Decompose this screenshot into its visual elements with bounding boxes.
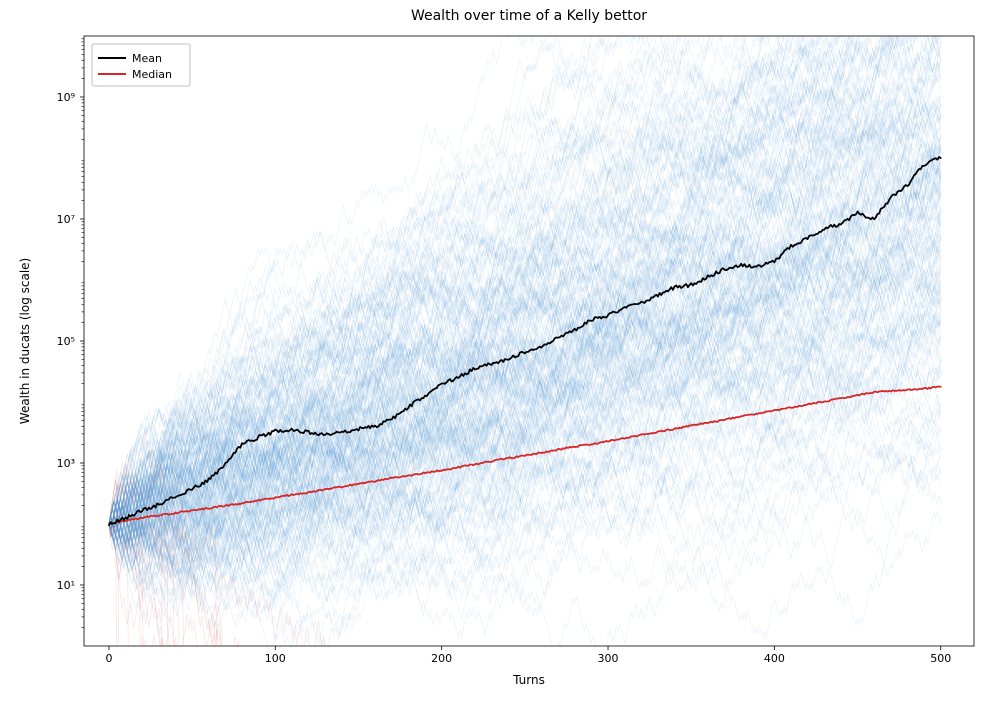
svg-text:0: 0 [105,652,112,665]
svg-text:200: 200 [431,652,452,665]
svg-text:10³: 10³ [57,457,75,470]
svg-text:400: 400 [764,652,785,665]
chart-container: 0 100 200 300 400 500 Turns 10¹ 10³ 10⁵ 10⁷ 10⁹ Weal… [0,0,1004,701]
svg-text:500: 500 [930,652,951,665]
svg-text:10⁵: 10⁵ [57,335,75,348]
svg-text:10¹: 10¹ [57,579,75,592]
x-axis-label: Turns [512,673,545,687]
svg-text:Mean: Mean [132,52,162,65]
svg-text:100: 100 [265,652,286,665]
legend: Mean Median [92,44,190,86]
chart-svg: 0 100 200 300 400 500 Turns 10¹ 10³ 10⁵ 10⁷ 10⁹ Weal… [0,0,1004,701]
svg-text:300: 300 [598,652,619,665]
y-axis-label: Wealth in ducats (log scale) [18,258,32,424]
chart-title: Wealth over time of a Kelly bettor [411,8,647,24]
svg-text:10⁷: 10⁷ [57,213,75,226]
svg-text:Median: Median [132,68,172,81]
svg-text:10⁹: 10⁹ [57,91,75,104]
